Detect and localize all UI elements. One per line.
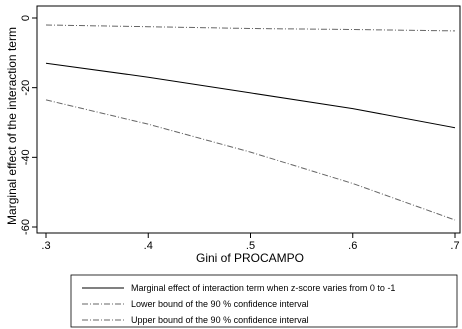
y-tick-label: 0 bbox=[20, 15, 32, 21]
y-tick-label: -40 bbox=[20, 149, 32, 165]
plot-frame bbox=[36, 5, 461, 234]
x-tick-label: .4 bbox=[144, 240, 153, 252]
series-line-2 bbox=[45, 24, 456, 32]
x-tick-label: .7 bbox=[450, 240, 459, 252]
legend: Marginal effect of interaction term when… bbox=[70, 274, 458, 328]
plot-area bbox=[36, 5, 461, 234]
legend-box bbox=[70, 274, 458, 328]
x-tick-label: .3 bbox=[41, 240, 50, 252]
y-tick-label: -60 bbox=[20, 219, 32, 235]
legend-label-2: Upper bound of the 90 % confidence inter… bbox=[131, 315, 309, 325]
y-axis-title: Marginal effect of the interaction term bbox=[5, 27, 19, 225]
x-tick-label: .6 bbox=[348, 240, 357, 252]
axes: .3 .4 .5 .6 .7 0 -20 -40 -60 bbox=[20, 15, 460, 252]
series-line-1 bbox=[45, 99, 456, 221]
x-axis-title: Gini of PROCAMPO bbox=[196, 251, 304, 265]
x-tick-label: .5 bbox=[246, 240, 255, 252]
legend-label-0: Marginal effect of interaction term when… bbox=[131, 283, 395, 293]
legend-label-1: Lower bound of the 90 % confidence inter… bbox=[131, 299, 309, 309]
y-tick-label: -20 bbox=[20, 80, 32, 96]
series-line-0 bbox=[45, 62, 456, 129]
series-layer bbox=[45, 24, 456, 221]
